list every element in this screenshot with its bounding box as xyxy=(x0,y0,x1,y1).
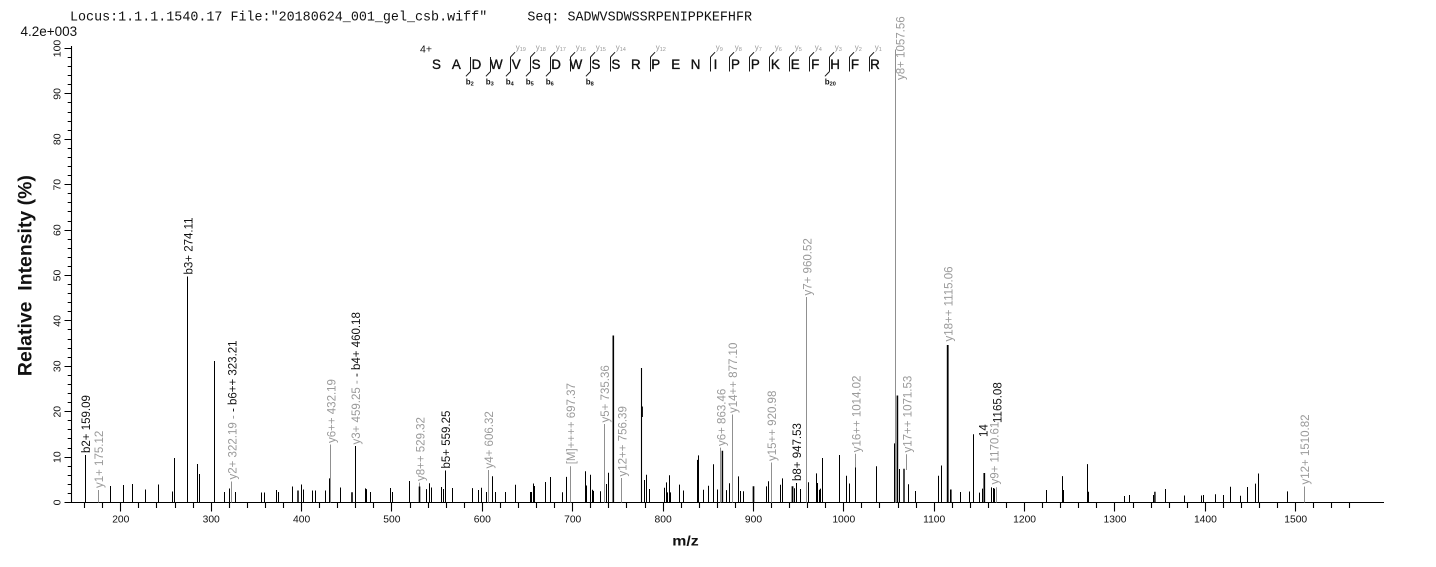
svg-text:300: 300 xyxy=(203,515,220,526)
svg-text:y9+ 1170.61: y9+ 1170.61 xyxy=(989,422,1001,485)
svg-text:60: 60 xyxy=(52,224,64,236)
svg-text:y7+ 960.52: y7+ 960.52 xyxy=(803,238,815,295)
svg-text:10: 10 xyxy=(52,451,64,463)
svg-text:SADWVSDWSSRPENIPPKEFHFR: SADWVSDWSSRPENIPPKEFHFR xyxy=(432,57,880,72)
svg-text:y5: y5 xyxy=(795,43,802,53)
svg-text:4.2e+003: 4.2e+003 xyxy=(21,24,78,39)
svg-text:0: 0 xyxy=(52,499,64,505)
svg-text:200: 200 xyxy=(112,515,129,526)
svg-text:20: 20 xyxy=(52,406,64,418)
svg-text:b6: b6 xyxy=(546,78,554,88)
svg-text:600: 600 xyxy=(474,515,491,526)
svg-text:y2+ 322.19 - - b6++ 323.21: y2+ 322.19 - - b6++ 323.21 xyxy=(228,340,240,479)
svg-text:y6+ 863.46: y6+ 863.46 xyxy=(717,389,729,446)
svg-text:y19: y19 xyxy=(516,43,526,53)
svg-text:30: 30 xyxy=(52,360,64,372)
svg-text:b3+ 274.11: b3+ 274.11 xyxy=(184,217,196,274)
svg-text:80: 80 xyxy=(52,133,64,145)
svg-text:y17++ 1071.53: y17++ 1071.53 xyxy=(902,376,914,453)
svg-text:1300: 1300 xyxy=(1104,515,1127,526)
svg-text:b8+ 947.53: b8+ 947.53 xyxy=(792,423,804,481)
svg-text:y14: y14 xyxy=(616,43,626,53)
svg-text:400: 400 xyxy=(293,515,310,526)
svg-text:b8: b8 xyxy=(586,78,594,88)
svg-text:y12: y12 xyxy=(656,43,666,53)
svg-text:y8++ 529.32: y8++ 529.32 xyxy=(415,417,427,481)
svg-text:b4: b4 xyxy=(506,78,515,88)
svg-text:y8: y8 xyxy=(735,43,742,53)
svg-text:1400: 1400 xyxy=(1194,515,1217,526)
svg-text:Locus:1.1.1.1540.17 File:"2018: Locus:1.1.1.1540.17 File:"20180624_001_g… xyxy=(70,11,752,26)
svg-text:b2+ 159.09: b2+ 159.09 xyxy=(81,395,93,453)
svg-text:y15: y15 xyxy=(596,43,606,53)
svg-text:y16++ 1014.02: y16++ 1014.02 xyxy=(852,376,864,453)
svg-text:y3+ 459.25 - - b4+ 460.18: y3+ 459.25 - - b4+ 460.18 xyxy=(351,312,363,444)
svg-text:90: 90 xyxy=(52,88,64,100)
svg-text:y6: y6 xyxy=(775,43,782,53)
svg-text:y15++ 920.98: y15++ 920.98 xyxy=(767,391,779,461)
svg-text:70: 70 xyxy=(52,179,64,191)
svg-text:y17: y17 xyxy=(556,43,566,53)
svg-text:1100: 1100 xyxy=(923,515,945,526)
svg-text:1500: 1500 xyxy=(1284,515,1307,526)
svg-text:y8+ 1057.56: y8+ 1057.56 xyxy=(896,16,908,80)
svg-text:900: 900 xyxy=(745,515,762,526)
svg-text:700: 700 xyxy=(564,515,581,526)
svg-text:m/z: m/z xyxy=(672,534,699,549)
svg-text:y18++ 1115.06: y18++ 1115.06 xyxy=(944,266,956,341)
svg-text:y18: y18 xyxy=(536,43,546,53)
svg-text:y3: y3 xyxy=(835,43,842,53)
svg-text:800: 800 xyxy=(655,515,672,526)
svg-text:1200: 1200 xyxy=(1013,515,1036,526)
svg-text:50: 50 xyxy=(52,270,64,282)
svg-text:y12+ 1510.82: y12+ 1510.82 xyxy=(1300,414,1312,484)
svg-text:100: 100 xyxy=(52,40,64,58)
svg-text:y5+ 735.36: y5+ 735.36 xyxy=(600,365,612,422)
svg-text:y14++ 877.10: y14++ 877.10 xyxy=(728,343,740,413)
svg-text:1000: 1000 xyxy=(832,515,855,526)
svg-text:y2: y2 xyxy=(855,43,862,53)
svg-text:40: 40 xyxy=(52,315,64,327)
svg-text:y16: y16 xyxy=(576,43,586,53)
svg-text:y9: y9 xyxy=(716,43,723,53)
svg-text:b5+ 559.25: b5+ 559.25 xyxy=(441,411,453,469)
svg-text:y1+ 175.12: y1+ 175.12 xyxy=(94,431,106,488)
svg-text:b2: b2 xyxy=(466,78,474,88)
svg-text:1165.08: 1165.08 xyxy=(992,382,1004,423)
svg-text:y6++ 432.19: y6++ 432.19 xyxy=(327,379,339,443)
svg-text:y7: y7 xyxy=(755,43,762,53)
svg-text:b5: b5 xyxy=(526,78,534,88)
svg-text:b3: b3 xyxy=(486,78,494,88)
svg-text:14: 14 xyxy=(979,424,991,437)
svg-text:4+: 4+ xyxy=(420,44,432,56)
svg-text:y4: y4 xyxy=(815,43,822,53)
svg-text:y12++ 756.39: y12++ 756.39 xyxy=(618,406,630,476)
svg-text:b20: b20 xyxy=(825,78,836,88)
svg-text:[M]++++ 697.37: [M]++++ 697.37 xyxy=(566,383,578,464)
svg-text:y4+ 606.32: y4+ 606.32 xyxy=(484,411,496,468)
svg-text:Relative Intensity (%): Relative Intensity (%) xyxy=(15,175,37,376)
svg-text:y1: y1 xyxy=(875,43,882,53)
svg-text:500: 500 xyxy=(383,515,400,526)
